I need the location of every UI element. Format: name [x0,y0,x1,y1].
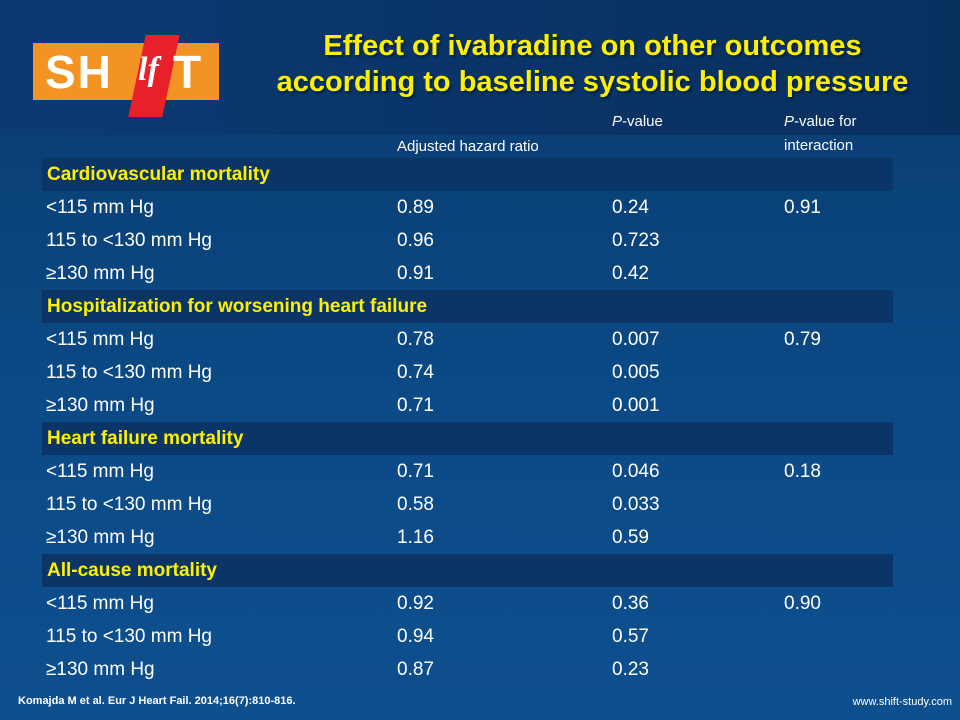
table-row: <115 mm Hg 0.71 0.046 0.18 [42,455,893,488]
shift-logo: SH lf T [33,35,219,117]
table-row: ≥130 mm Hg 0.71 0.001 [42,389,893,422]
hazard-ratio: 0.71 [397,395,434,416]
hazard-ratio: 0.74 [397,362,434,383]
p-value: 0.005 [612,362,660,383]
title-line-2: according to baseline systolic blood pre… [276,66,909,98]
p-interaction: 0.18 [784,461,821,482]
logo-tail-text: T [173,46,204,98]
website-link[interactable]: www.shift-study.com [852,696,952,708]
p-value: 0.42 [612,263,649,284]
row-label: ≥130 mm Hg [46,527,155,548]
p-value: 0.36 [612,593,649,614]
p-value: 0.007 [612,329,660,350]
row-label: <115 mm Hg [46,197,154,218]
hazard-ratio: 0.89 [397,197,434,218]
logo-mark-text: lf [138,51,159,88]
col-header-pvalue-italic: P [612,113,623,130]
col-header-pint-line2: interaction [784,137,854,154]
row-label: ≥130 mm Hg [46,395,155,416]
section-header: Cardiovascular mortality [42,158,893,191]
table-row: <115 mm Hg 0.78 0.007 0.79 [42,323,893,356]
p-interaction: 0.90 [784,593,821,614]
p-interaction: 0.79 [784,329,821,350]
logo-text: SH [45,46,113,98]
section-header: Hospitalization for worsening heart fail… [42,290,893,323]
hazard-ratio: 0.78 [397,329,434,350]
p-value: 0.046 [612,461,660,482]
col-header-hazard-ratio: Adjusted hazard ratio [397,138,539,155]
row-label: ≥130 mm Hg [46,659,155,680]
table-row: <115 mm Hg 0.92 0.36 0.90 [42,587,893,620]
row-label: 115 to <130 mm Hg [46,362,212,383]
p-value: 0.57 [612,626,649,647]
table-row: ≥130 mm Hg 1.16 0.59 [42,521,893,554]
p-value: 0.23 [612,659,649,680]
row-label: 115 to <130 mm Hg [46,494,212,515]
hazard-ratio: 0.92 [397,593,434,614]
row-label: 115 to <130 mm Hg [46,626,212,647]
col-header-pvalue-interaction: P-value for interaction [784,110,857,158]
col-header-pint-italic: P [784,113,795,130]
table-row: 115 to <130 mm Hg 0.58 0.033 [42,488,893,521]
table-row: ≥130 mm Hg 0.87 0.23 [42,653,893,686]
row-label: <115 mm Hg [46,329,154,350]
hazard-ratio: 0.94 [397,626,434,647]
p-interaction: 0.91 [784,197,821,218]
page-title: Effect of ivabradine on other outcomes a… [235,28,950,100]
hazard-ratio: 0.87 [397,659,434,680]
section-header: All-cause mortality [42,554,893,587]
hazard-ratio: 0.96 [397,230,434,251]
row-label: <115 mm Hg [46,461,154,482]
hazard-ratio: 0.91 [397,263,434,284]
title-line-1: Effect of ivabradine on other outcomes [323,30,862,62]
p-value: 0.033 [612,494,660,515]
table-row: 115 to <130 mm Hg 0.74 0.005 [42,356,893,389]
hazard-ratio: 0.58 [397,494,434,515]
table-row: 115 to <130 mm Hg 0.96 0.723 [42,224,893,257]
col-header-pint-rest: -value for [794,113,857,130]
col-header-pvalue-rest: -value [622,113,663,130]
section-header: Heart failure mortality [42,422,893,455]
p-value: 0.59 [612,527,649,548]
row-label: <115 mm Hg [46,593,154,614]
table-row: 115 to <130 mm Hg 0.94 0.57 [42,620,893,653]
table-row: ≥130 mm Hg 0.91 0.42 [42,257,893,290]
citation: Komajda M et al. Eur J Heart Fail. 2014;… [18,695,296,707]
row-label: ≥130 mm Hg [46,263,155,284]
col-header-pvalue: P-value [612,110,663,134]
p-value: 0.723 [612,230,660,251]
outcomes-table: Cardiovascular mortality <115 mm Hg 0.89… [42,158,893,686]
table-row: <115 mm Hg 0.89 0.24 0.91 [42,191,893,224]
hazard-ratio: 1.16 [397,527,434,548]
p-value: 0.001 [612,395,660,416]
row-label: 115 to <130 mm Hg [46,230,212,251]
hazard-ratio: 0.71 [397,461,434,482]
p-value: 0.24 [612,197,649,218]
